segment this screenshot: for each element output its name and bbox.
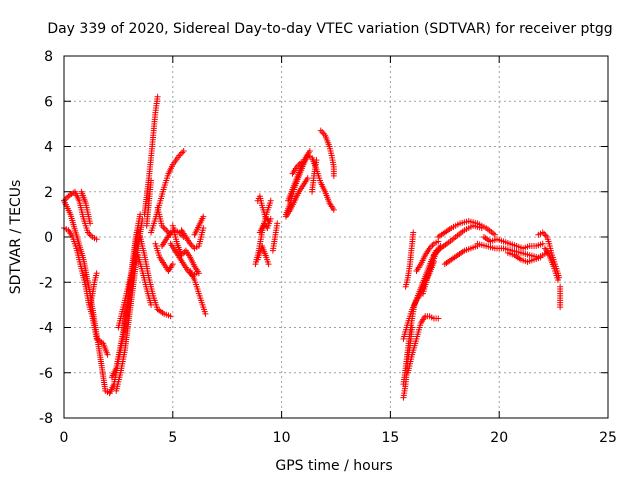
data-point (200, 224, 207, 231)
y-tick-label: 6 (44, 94, 53, 110)
y-tick-label: 2 (44, 185, 53, 201)
data-point (104, 351, 111, 358)
data-point (265, 261, 272, 268)
data-point (93, 236, 100, 243)
y-tick-label: 0 (44, 230, 53, 246)
data-point (435, 315, 442, 322)
data-point (557, 304, 564, 311)
data-point (410, 229, 417, 236)
data-point (491, 231, 498, 238)
y-tick-label: -4 (39, 321, 53, 337)
y-tick-label: -2 (39, 275, 53, 291)
x-tick-label: 5 (168, 430, 177, 446)
y-tick-label: -6 (39, 366, 53, 382)
data-point (179, 149, 186, 156)
data-point (298, 159, 305, 166)
grid-layer (64, 56, 608, 418)
data-point (148, 301, 155, 308)
data-point (87, 220, 94, 227)
data-point (313, 157, 320, 164)
x-tick-label: 20 (490, 430, 508, 446)
data-point (195, 270, 202, 277)
data-point (319, 129, 326, 136)
data-point (537, 254, 544, 261)
data-point (267, 215, 274, 222)
data-point (148, 177, 155, 184)
x-axis-label: GPS time / hours (275, 458, 392, 474)
data-point (306, 148, 313, 155)
data-point (169, 261, 176, 268)
data-point (87, 232, 94, 239)
data-point (139, 215, 146, 222)
data-point (167, 313, 174, 320)
data-point (274, 220, 281, 227)
data-point (330, 206, 337, 213)
data-point (429, 242, 436, 249)
y-tick-label: -8 (39, 411, 53, 427)
data-point (161, 225, 168, 232)
chart-title: Day 339 of 2020, Sidereal Day-to-day VTE… (47, 21, 612, 37)
x-tick-label: 10 (273, 430, 291, 446)
axes: 0 5 10 15 20 25 -8 -6 -4 -2 0 2 4 6 8 (39, 49, 617, 446)
data-point (330, 172, 337, 179)
data-point (93, 270, 100, 277)
data-point (267, 197, 274, 204)
data-point (154, 93, 161, 100)
x-tick-label: 25 (599, 430, 617, 446)
data-point (304, 175, 311, 182)
data-point (409, 324, 416, 331)
y-tick-label: 8 (44, 49, 53, 65)
data-point (200, 213, 207, 220)
y-tick-label: 4 (44, 140, 53, 156)
data-points (61, 93, 564, 401)
data-point (202, 310, 209, 317)
data-point (177, 151, 184, 158)
x-tick-label: 0 (60, 430, 69, 446)
x-tick-label: 15 (381, 430, 399, 446)
data-point (180, 148, 187, 155)
data-point (317, 127, 324, 134)
data-point (554, 276, 561, 283)
data-point (539, 240, 546, 247)
data-point (541, 230, 548, 237)
data-point (62, 196, 69, 203)
y-axis-label: SDTVAR / TECUs (8, 180, 24, 295)
